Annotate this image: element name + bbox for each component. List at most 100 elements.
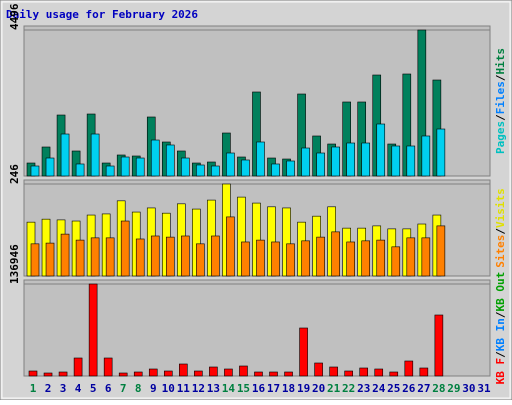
bar [224, 368, 233, 377]
legend-separator: / [494, 74, 507, 81]
bar [271, 163, 280, 177]
bar [75, 239, 85, 277]
bar [118, 372, 128, 377]
bar [374, 368, 384, 377]
panel [23, 279, 491, 377]
legend-entry: Files [494, 81, 507, 114]
bar [239, 365, 248, 377]
bar [58, 371, 68, 377]
x-tick-label: 3 [60, 382, 67, 395]
x-tick-label: 1 [30, 382, 37, 395]
bar [271, 241, 280, 277]
x-tick-label: 13 [207, 382, 220, 395]
chart-title: Daily usage for February 2026 [6, 8, 198, 21]
bar [45, 242, 55, 277]
bar [148, 368, 158, 377]
bar [181, 157, 190, 177]
legend-entry: Pages [494, 121, 507, 154]
legend-separator: / [494, 311, 507, 318]
bar [105, 165, 115, 177]
x-tick-label: 12 [192, 382, 205, 395]
bar [316, 236, 325, 277]
x-tick-label: 16 [252, 382, 266, 395]
x-tick-label: 25 [387, 382, 400, 395]
bar [75, 163, 85, 177]
bar [344, 370, 353, 377]
bar [361, 142, 371, 177]
legend-entry: KB Out [494, 272, 507, 312]
legend-entry: KB In [494, 318, 507, 351]
bar [254, 371, 263, 377]
legend: Pages/Files/Hits [494, 48, 507, 154]
legend-entry: Hits [494, 48, 507, 75]
bar [226, 216, 235, 277]
bar [331, 146, 340, 177]
bar [28, 370, 38, 377]
y-tick-label: 4496 [8, 3, 21, 30]
x-tick-label: 28 [432, 382, 445, 395]
x-tick-label: 23 [357, 382, 370, 395]
bar [120, 220, 130, 277]
bar [60, 133, 70, 177]
bar [361, 240, 371, 277]
bar [316, 152, 325, 177]
x-tick-label: 22 [342, 382, 355, 395]
x-tick-label: 2 [45, 382, 52, 395]
bar [391, 246, 401, 277]
x-tick-label: 19 [297, 382, 310, 395]
x-tick-label: 21 [327, 382, 341, 395]
x-tick-label: 7 [120, 382, 127, 395]
bar [376, 123, 386, 177]
bar [90, 133, 100, 177]
legend-entry: Visits [494, 188, 507, 228]
bar [436, 128, 446, 177]
legend-entry: Sites [494, 235, 507, 268]
bar [256, 141, 265, 177]
bar [150, 139, 160, 177]
bar [359, 367, 369, 377]
y-tick-label: 136946 [8, 244, 21, 284]
legend: Sites/Visits [494, 188, 507, 268]
x-tick-label: 26 [402, 382, 416, 395]
bar [301, 147, 310, 177]
bar [269, 371, 278, 377]
bar [241, 159, 250, 177]
x-tick-label: 11 [177, 382, 191, 395]
bar [179, 363, 188, 377]
bar [60, 233, 70, 277]
bar [196, 243, 205, 277]
bar [256, 239, 265, 277]
bar [73, 357, 83, 377]
bar [389, 371, 399, 377]
bar [406, 145, 416, 177]
x-tick-label: 4 [75, 382, 82, 395]
x-tick-label: 15 [237, 382, 250, 395]
bar [226, 152, 235, 177]
bar [105, 237, 115, 277]
x-tick-label: 5 [90, 382, 97, 395]
bar [120, 156, 130, 177]
bar [135, 157, 145, 177]
bar [419, 367, 429, 377]
x-tick-label: 8 [135, 382, 142, 395]
bar [181, 235, 190, 277]
bar [30, 165, 40, 177]
bar [346, 241, 355, 277]
x-tick-label: 17 [267, 382, 280, 395]
bar [391, 145, 401, 177]
x-tick-label: 20 [312, 382, 325, 395]
bar [376, 239, 386, 277]
legend-entry: KB F [494, 358, 507, 385]
bar [209, 366, 218, 377]
bar [421, 237, 431, 277]
bar [241, 241, 250, 277]
x-tick-label: 27 [417, 382, 430, 395]
bar [163, 370, 173, 377]
bar [150, 235, 160, 277]
bar [299, 327, 308, 377]
bar [103, 357, 113, 377]
x-tick-label: 18 [282, 382, 295, 395]
legend: KB F/KB In/KB Out [494, 272, 507, 385]
bar [329, 366, 338, 377]
